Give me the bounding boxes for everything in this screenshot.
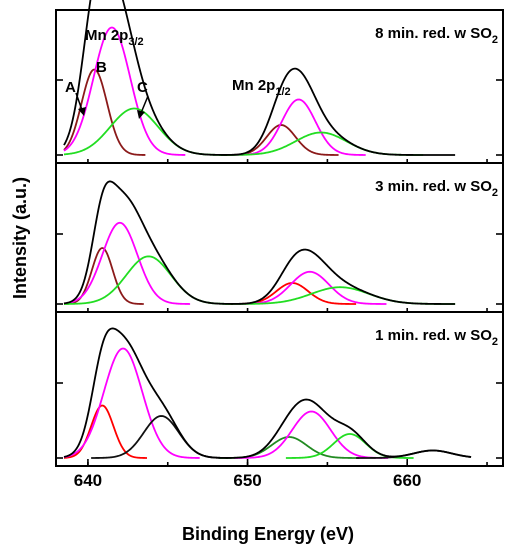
component-peak-5 [234,410,389,459]
component-peak-1 [63,247,144,305]
panel-title-main: 1 min. red. w SO [375,327,492,344]
panel-title: 1 min. red. w SO2 [375,327,498,348]
panel-frame [55,311,504,467]
x-tick-label: 660 [393,471,421,490]
envelope-curve [63,327,472,459]
arrow-a [75,92,83,111]
arrowhead-a [78,107,86,116]
label-mn-2p32-main: Mn 2p [85,27,128,44]
arrow-c [140,95,149,114]
component-peak-1 [63,68,146,156]
panel-title-sub: 2 [492,187,498,199]
panel-title: 3 min. red. w SO2 [375,178,498,199]
label-mn-2p12-main: Mn 2p [232,77,275,94]
component-peak-1 [63,404,147,459]
label-mn-2p12: Mn 2p1/2 [232,77,291,98]
x-axis-ticks: 640 650 660 [74,459,421,490]
component-peak-4 [223,124,339,156]
component-peak-5 [231,98,366,156]
label-mn-2p32: Mn 2p3/2 [85,27,144,48]
panel-title: 8 min. red. w SO2 [375,25,498,46]
label-peak-a: A [65,79,76,96]
x-axis-title: Binding Energy (eV) [182,524,354,544]
y-axis-title: Intensity (a.u.) [10,177,30,299]
label-peak-b: B [96,59,107,76]
component-peak-2 [63,221,191,305]
component-peak-3 [63,107,231,156]
panel-title-sub: 2 [492,336,498,348]
panel-title-sub: 2 [492,34,498,46]
component-peak-5 [233,270,387,305]
panel-title-main: 8 min. red. w SO [375,25,492,42]
arrowhead-c [137,110,145,119]
label-mn-2p32-sub: 3/2 [128,36,143,48]
x-tick-label: 640 [74,471,102,490]
panel-3: 1 min. red. w SO2 [55,311,504,467]
x-tick-label: 650 [233,471,261,490]
component-peak-2 [63,347,200,459]
component-peak-3 [63,255,238,305]
component-peak-6 [285,433,414,459]
panel-title-main: 3 min. red. w SO [375,178,492,195]
component-peak-4 [228,282,357,305]
panel-2: 3 min. red. w SO2 [55,162,504,313]
label-peak-c: C [137,79,148,96]
envelope-curve [63,0,456,156]
label-mn-2p12-sub: 1/2 [275,86,290,98]
envelope-curve [63,180,456,305]
